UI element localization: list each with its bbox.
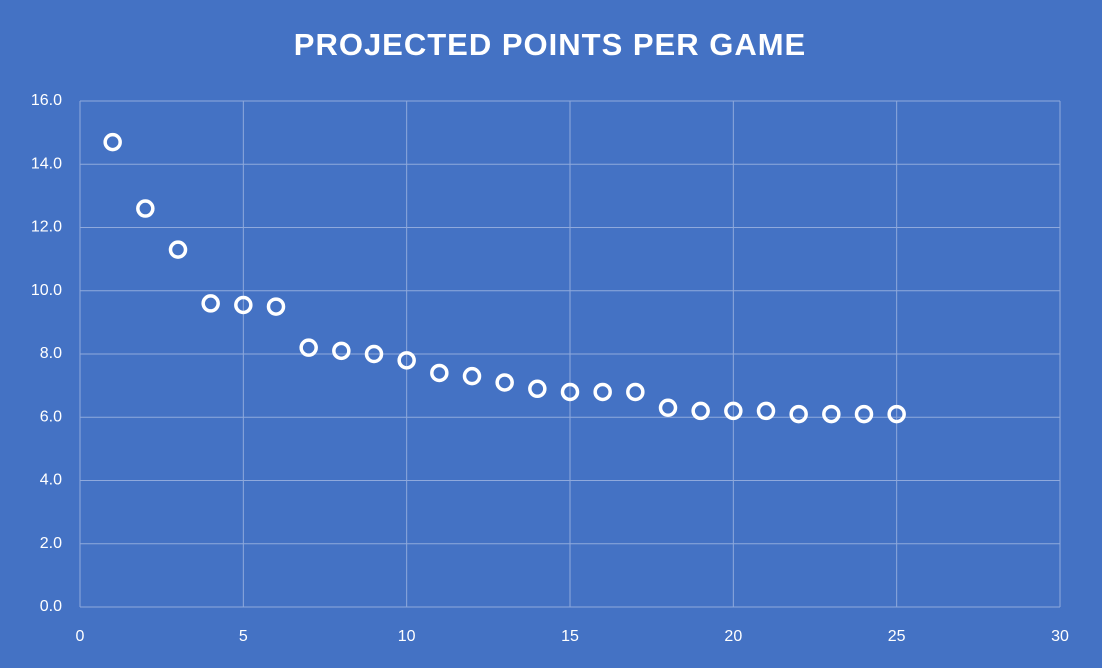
point	[495, 373, 514, 392]
point	[136, 199, 155, 218]
point	[593, 382, 612, 402]
point	[528, 379, 547, 399]
point	[299, 338, 318, 357]
point	[626, 382, 645, 402]
point	[789, 404, 808, 424]
point	[462, 366, 482, 386]
point	[560, 382, 580, 402]
y-tick-label: 8.0	[40, 345, 62, 362]
x-tick-label: 30	[1051, 628, 1069, 645]
y-tick-label: 16.0	[31, 92, 62, 109]
y-tick-label: 4.0	[40, 472, 62, 489]
point	[103, 132, 122, 152]
x-tick-label: 5	[239, 628, 248, 645]
point	[234, 295, 253, 315]
point	[201, 294, 220, 313]
x-tick-label: 15	[561, 628, 579, 645]
y-tick-label: 10.0	[31, 282, 62, 299]
point	[854, 404, 874, 424]
y-tick-label: 2.0	[40, 535, 62, 552]
y-tick-label: 12.0	[31, 219, 62, 236]
point	[658, 398, 678, 418]
point	[822, 404, 841, 424]
y-tick-label: 6.0	[40, 408, 62, 425]
point	[168, 240, 188, 259]
point	[430, 363, 449, 383]
x-tick-label: 0	[76, 628, 85, 645]
y-tick-label: 0.0	[40, 598, 62, 615]
point	[364, 344, 384, 364]
point	[887, 404, 906, 424]
x-tick-label: 10	[398, 628, 416, 645]
x-tick-label: 25	[888, 628, 906, 645]
point	[397, 351, 416, 370]
point	[691, 401, 710, 421]
point	[266, 297, 286, 316]
point	[724, 401, 743, 421]
chart-title: PROJECTED POINTS PER GAME	[294, 27, 806, 62]
point	[756, 401, 776, 421]
point	[332, 341, 351, 361]
y-tick-label: 14.0	[31, 155, 62, 172]
x-tick-label: 20	[724, 628, 742, 645]
